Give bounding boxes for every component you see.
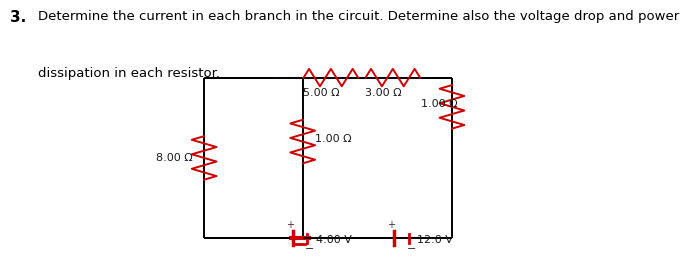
Text: +: +	[286, 220, 294, 230]
Text: 1.00 Ω: 1.00 Ω	[315, 134, 351, 144]
Text: 4.00 V: 4.00 V	[316, 235, 351, 244]
Text: +: +	[387, 220, 395, 230]
Text: 3.: 3.	[10, 10, 26, 24]
Text: Determine the current in each branch in the circuit. Determine also the voltage : Determine the current in each branch in …	[38, 10, 679, 23]
Text: −: −	[407, 244, 416, 254]
Text: 3.00 Ω: 3.00 Ω	[365, 88, 401, 98]
Text: 8.00 Ω: 8.00 Ω	[156, 153, 193, 163]
Text: 1.00 Ω: 1.00 Ω	[421, 99, 458, 109]
Text: 12.0 V: 12.0 V	[417, 235, 453, 244]
Text: 5.00 Ω: 5.00 Ω	[302, 88, 340, 98]
Text: dissipation in each resistor.: dissipation in each resistor.	[38, 67, 220, 80]
Text: −: −	[305, 244, 315, 254]
